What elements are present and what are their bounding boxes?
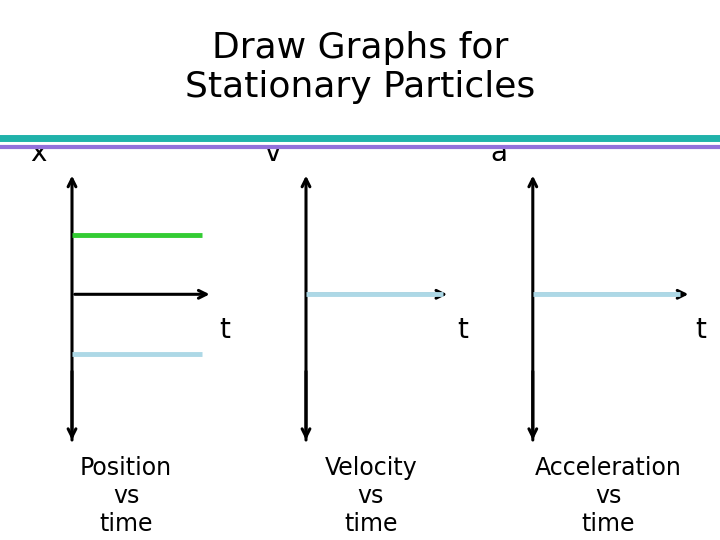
Text: a: a (490, 139, 508, 167)
Text: Draw Graphs for
Stationary Particles: Draw Graphs for Stationary Particles (185, 31, 535, 104)
Text: x: x (30, 139, 47, 167)
Text: t: t (457, 316, 468, 344)
Text: Acceleration
vs
time: Acceleration vs time (535, 456, 682, 536)
Text: v: v (264, 139, 281, 167)
Text: Position
vs
time: Position vs time (80, 456, 172, 536)
Text: t: t (695, 316, 706, 344)
Text: t: t (220, 316, 230, 344)
Text: Velocity
vs
time: Velocity vs time (325, 456, 417, 536)
